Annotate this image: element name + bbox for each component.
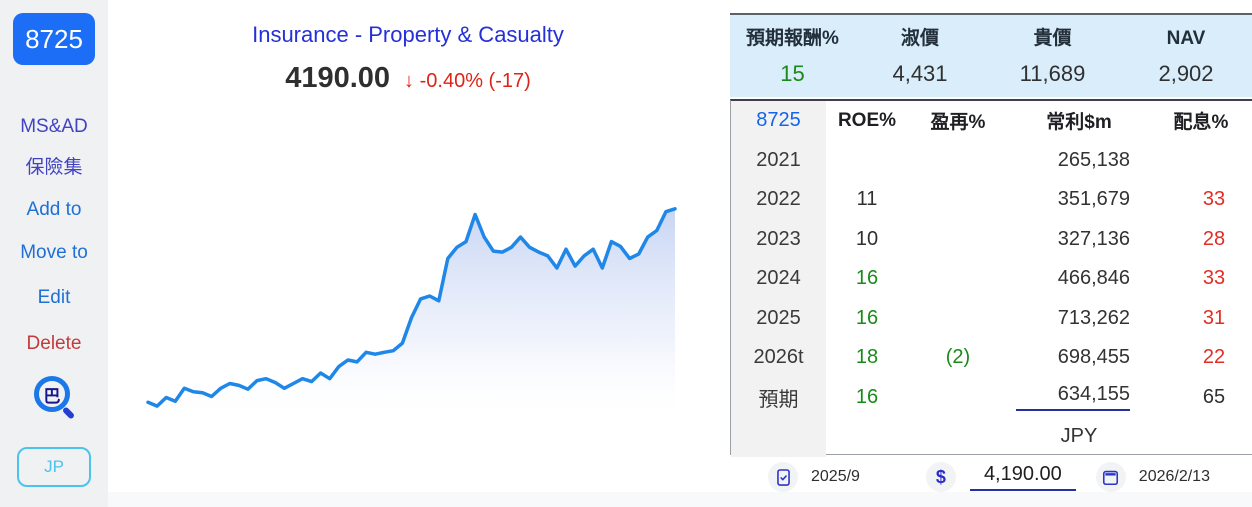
document-check-icon bbox=[776, 468, 790, 486]
currency-chip[interactable]: $ bbox=[925, 462, 956, 492]
price-chart bbox=[143, 193, 680, 425]
move-to-button[interactable]: Move to bbox=[20, 242, 88, 263]
company-name-line2[interactable]: 保險集 bbox=[25, 157, 83, 178]
logo-character: 巴 bbox=[43, 386, 61, 406]
magnifier-ring-icon: 巴 bbox=[34, 376, 70, 412]
row-roe: 18 bbox=[855, 346, 879, 369]
dollar-icon: $ bbox=[935, 466, 946, 487]
row-roe: 16 bbox=[855, 385, 879, 408]
edit-button[interactable]: Edit bbox=[37, 287, 71, 308]
currency-row-spacer bbox=[731, 417, 826, 457]
row-profit: 466,846 bbox=[1057, 267, 1130, 290]
row-profit: 713,262 bbox=[1057, 306, 1130, 329]
footer-bar: 2025/9 $ 4,190.00 2026/2/13 bbox=[730, 457, 1252, 497]
page-title: Insurance - Property & Casualty bbox=[252, 22, 564, 47]
sidebar: 8725 MS&AD 保險集 Add to Move to Edit Delet… bbox=[0, 0, 108, 507]
row-roe: 16 bbox=[855, 267, 879, 290]
table-header-profit: 常利$m bbox=[1046, 112, 1112, 134]
row-profit-editable: 634,155 bbox=[1008, 378, 1150, 418]
quote-date-chip[interactable] bbox=[1095, 462, 1126, 492]
row-reinvest bbox=[908, 141, 1008, 181]
row-year: 2021 bbox=[731, 140, 826, 180]
row-roe bbox=[826, 141, 908, 181]
report-period-label[interactable]: 2025/9 bbox=[811, 468, 860, 485]
price-change-text: -0.40% (-17) bbox=[419, 70, 531, 92]
add-to-button[interactable]: Add to bbox=[26, 199, 82, 220]
row-reinvest bbox=[908, 378, 1008, 418]
row-reinvest bbox=[908, 299, 1008, 339]
row-year: 2023 bbox=[731, 219, 826, 259]
row-year: 2024 bbox=[731, 259, 826, 299]
row-payout: 31 bbox=[1202, 306, 1226, 329]
quote-date-label[interactable]: 2026/2/13 bbox=[1138, 468, 1210, 485]
row-roe: 11 bbox=[856, 188, 878, 211]
row-profit: 351,679 bbox=[1057, 188, 1130, 211]
row-roe: 16 bbox=[855, 306, 879, 329]
col-header-expensive-price: 貴價 bbox=[1033, 28, 1072, 49]
ticker-button[interactable]: 8725 bbox=[13, 13, 95, 65]
row-payout: 28 bbox=[1202, 227, 1226, 250]
row-payout: 33 bbox=[1202, 267, 1226, 290]
forecast-profit-input[interactable]: 634,155 bbox=[1016, 383, 1130, 412]
col-header-cheap-price: 淑價 bbox=[900, 28, 939, 49]
row-payout bbox=[1150, 141, 1252, 181]
magnifier-handle-icon bbox=[61, 406, 76, 420]
price-row: 4190.00 ↓ -0.40% (-17) bbox=[108, 62, 708, 95]
row-profit: 265,138 bbox=[1057, 148, 1130, 171]
nav-value: 2,902 bbox=[1158, 61, 1214, 86]
market-jp-button[interactable]: JP bbox=[17, 447, 91, 487]
row-year: 2025 bbox=[731, 298, 826, 338]
row-payout: 22 bbox=[1202, 346, 1226, 369]
row-roe: 10 bbox=[855, 227, 879, 250]
empty-cell bbox=[1150, 417, 1252, 457]
calendar-icon bbox=[1103, 470, 1119, 485]
row-reinvest: (2) bbox=[945, 346, 971, 369]
row-year: 預期 bbox=[731, 377, 826, 417]
row-profit: 327,136 bbox=[1057, 227, 1130, 250]
row-profit: 698,455 bbox=[1057, 346, 1130, 369]
current-price: 4190.00 bbox=[285, 62, 391, 94]
row-payout: 65 bbox=[1202, 385, 1226, 408]
empty-cell bbox=[908, 417, 1008, 457]
row-year: 2022 bbox=[731, 180, 826, 220]
chart-area-fill bbox=[148, 208, 675, 423]
empty-cell bbox=[826, 417, 908, 457]
table-header-ticker[interactable]: 8725 bbox=[731, 101, 826, 141]
company-name-line1[interactable]: MS&AD bbox=[20, 116, 88, 137]
valuation-summary-table: 預期報酬% 淑價 貴價 NAV 15 4,431 11,689 2,902 bbox=[730, 13, 1252, 97]
currency-label: JPY bbox=[1060, 425, 1098, 448]
col-header-nav: NAV bbox=[1166, 28, 1206, 49]
expensive-price-value: 11,689 bbox=[1019, 61, 1086, 86]
price-input[interactable]: 4,190.00 bbox=[969, 463, 1076, 491]
delete-button[interactable]: Delete bbox=[26, 333, 82, 354]
table-header-roe: ROE% bbox=[837, 109, 897, 131]
report-period-chip[interactable] bbox=[768, 462, 798, 492]
table-header-payout: 配息% bbox=[1173, 112, 1229, 134]
financials-table: 8725 ROE% 盈再% 常利$m 配息% 2021 265,138 2022… bbox=[730, 99, 1252, 457]
col-header-expected-return: 預期報酬% bbox=[746, 28, 839, 49]
chart-line bbox=[146, 207, 677, 408]
row-year: 2026t bbox=[731, 338, 826, 378]
down-arrow-icon: ↓ bbox=[404, 70, 415, 92]
bottom-strip bbox=[108, 492, 1252, 507]
expected-return-value: 15 bbox=[780, 61, 805, 86]
row-reinvest bbox=[908, 180, 1008, 220]
row-reinvest bbox=[908, 259, 1008, 299]
cheap-price-value: 4,431 bbox=[892, 61, 948, 86]
row-payout: 33 bbox=[1202, 188, 1226, 211]
table-header-reinvest: 盈再% bbox=[930, 112, 986, 134]
row-reinvest bbox=[908, 220, 1008, 260]
search-logo-icon[interactable]: 巴 bbox=[31, 374, 77, 420]
